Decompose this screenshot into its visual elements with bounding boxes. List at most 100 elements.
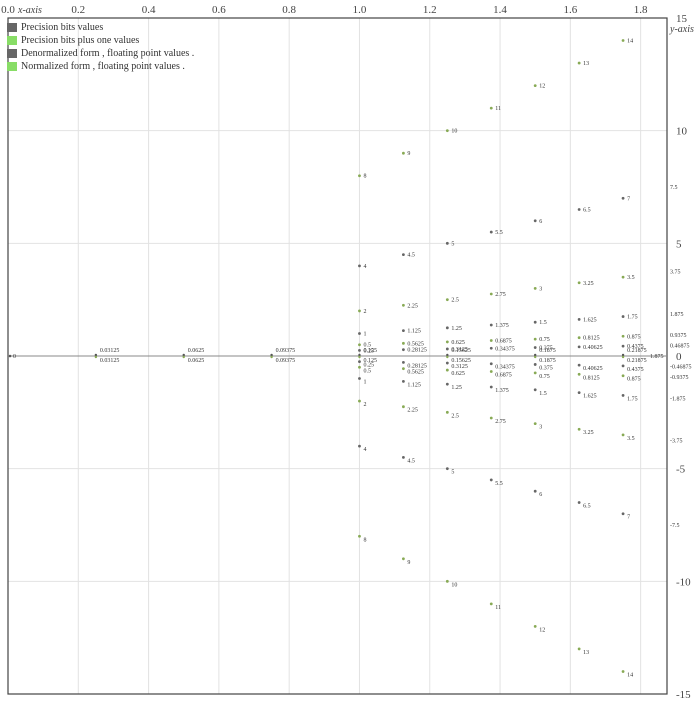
x-tick-label: 1.4: [493, 4, 507, 16]
y-tick-label: -15: [676, 689, 691, 701]
x-axis-label: x-axis: [17, 5, 42, 16]
data-label: 0.34375: [495, 365, 515, 371]
data-label: 1.125: [407, 382, 421, 388]
data-label: 2: [363, 309, 366, 315]
data-point: [489, 478, 493, 482]
data-point: [534, 353, 537, 357]
data-point: [621, 374, 625, 378]
data-point: [445, 241, 449, 245]
data-label: 6: [539, 219, 542, 225]
data-point: [402, 253, 405, 256]
x-tick-label: 1.8: [634, 4, 648, 16]
data-label: 2.25: [407, 408, 418, 414]
data-point: [402, 348, 405, 352]
data-point: [445, 467, 449, 471]
data-point: [94, 355, 98, 359]
data-label: 3: [539, 286, 542, 292]
data-label: 3: [539, 425, 542, 431]
data-label: 0.75: [539, 337, 550, 343]
data-point: [446, 355, 449, 359]
data-point: [621, 275, 625, 279]
data-label: 13: [583, 61, 589, 67]
data-point: [533, 422, 537, 425]
y-value-label: 0.9375: [670, 333, 687, 339]
x-edge-label: 1.875: [650, 354, 664, 360]
x-tick-label: 0.0: [1, 4, 15, 16]
data-label: 0.375: [539, 365, 553, 371]
data-label: 1.25: [451, 326, 462, 332]
legend-item: Normalized form , floating point values …: [7, 60, 194, 73]
data-point: [489, 323, 493, 327]
data-point: [621, 512, 625, 516]
data-label: 2: [363, 402, 366, 408]
data-label: 8: [363, 174, 366, 180]
data-label: 0.03125: [100, 358, 120, 364]
data-label: 5: [451, 470, 454, 476]
data-point: [489, 106, 493, 110]
data-point: [445, 347, 449, 351]
data-point: [445, 298, 449, 302]
data-point: [358, 353, 361, 357]
data-point: [402, 329, 405, 333]
data-point: [621, 355, 625, 359]
data-point: [621, 353, 625, 357]
data-point: [402, 379, 405, 383]
data-label: 4: [363, 264, 366, 270]
data-label: 0.28125: [407, 348, 427, 354]
data-point: [402, 557, 405, 561]
x-tick-label: 1.0: [353, 4, 367, 16]
legend-item: Precision bits values: [7, 21, 194, 34]
y-value-label: 3.75: [670, 270, 681, 276]
data-point: [402, 367, 405, 371]
data-point: [446, 353, 449, 357]
data-point: [577, 336, 581, 340]
data-label: 7: [627, 196, 630, 202]
data-point: [577, 363, 581, 367]
data-label: 14: [627, 672, 633, 678]
data-point: [489, 416, 493, 420]
data-label: 0.125: [363, 358, 377, 364]
data-label: 9: [407, 560, 410, 566]
data-point: [533, 337, 537, 341]
data-label: 0.625: [451, 340, 465, 346]
data-label: 0.40625: [583, 366, 603, 372]
x-tick-label: 0.2: [71, 4, 85, 16]
data-label: 3.5: [627, 275, 635, 281]
x-tick-label: 1.2: [423, 4, 437, 16]
x-tick-label: 0.8: [282, 4, 296, 16]
data-point: [533, 371, 537, 375]
data-point: [489, 292, 493, 296]
data-label: 4.5: [407, 253, 415, 259]
data-point: [445, 361, 449, 365]
data-label: 5.5: [495, 230, 503, 236]
data-label: 0.625: [451, 371, 465, 377]
data-label: 1.625: [583, 394, 597, 400]
data-point: [445, 340, 449, 344]
data-point: [445, 410, 449, 414]
data-point: [358, 348, 361, 352]
legend-swatch: [7, 49, 17, 58]
data-point: [577, 61, 581, 65]
legend-label: Denormalized form , floating point value…: [21, 48, 195, 59]
data-label: 3.25: [583, 281, 594, 287]
data-label: 12: [539, 84, 545, 90]
data-label: 5: [451, 241, 454, 247]
data-label: 0.0625: [188, 348, 205, 354]
data-point: [577, 208, 581, 211]
data-label: 0.3125: [451, 347, 468, 353]
data-label: 0.6875: [495, 372, 512, 378]
data-label: 0.8125: [583, 375, 600, 381]
data-label: 1.5: [539, 391, 547, 397]
y-tick-label: 15: [676, 13, 688, 25]
data-point: [489, 362, 493, 366]
data-point: [445, 326, 449, 330]
data-label: 0.5: [363, 343, 371, 349]
data-label: 1: [363, 331, 366, 337]
data-label: 2.5: [451, 413, 459, 419]
y-axis-label: y-axis: [669, 24, 694, 35]
data-label: 0.4375: [627, 367, 644, 373]
legend-swatch: [7, 36, 17, 45]
data-point: [489, 385, 493, 389]
data-label: 12: [539, 627, 545, 633]
data-label: 0.375: [539, 346, 553, 352]
